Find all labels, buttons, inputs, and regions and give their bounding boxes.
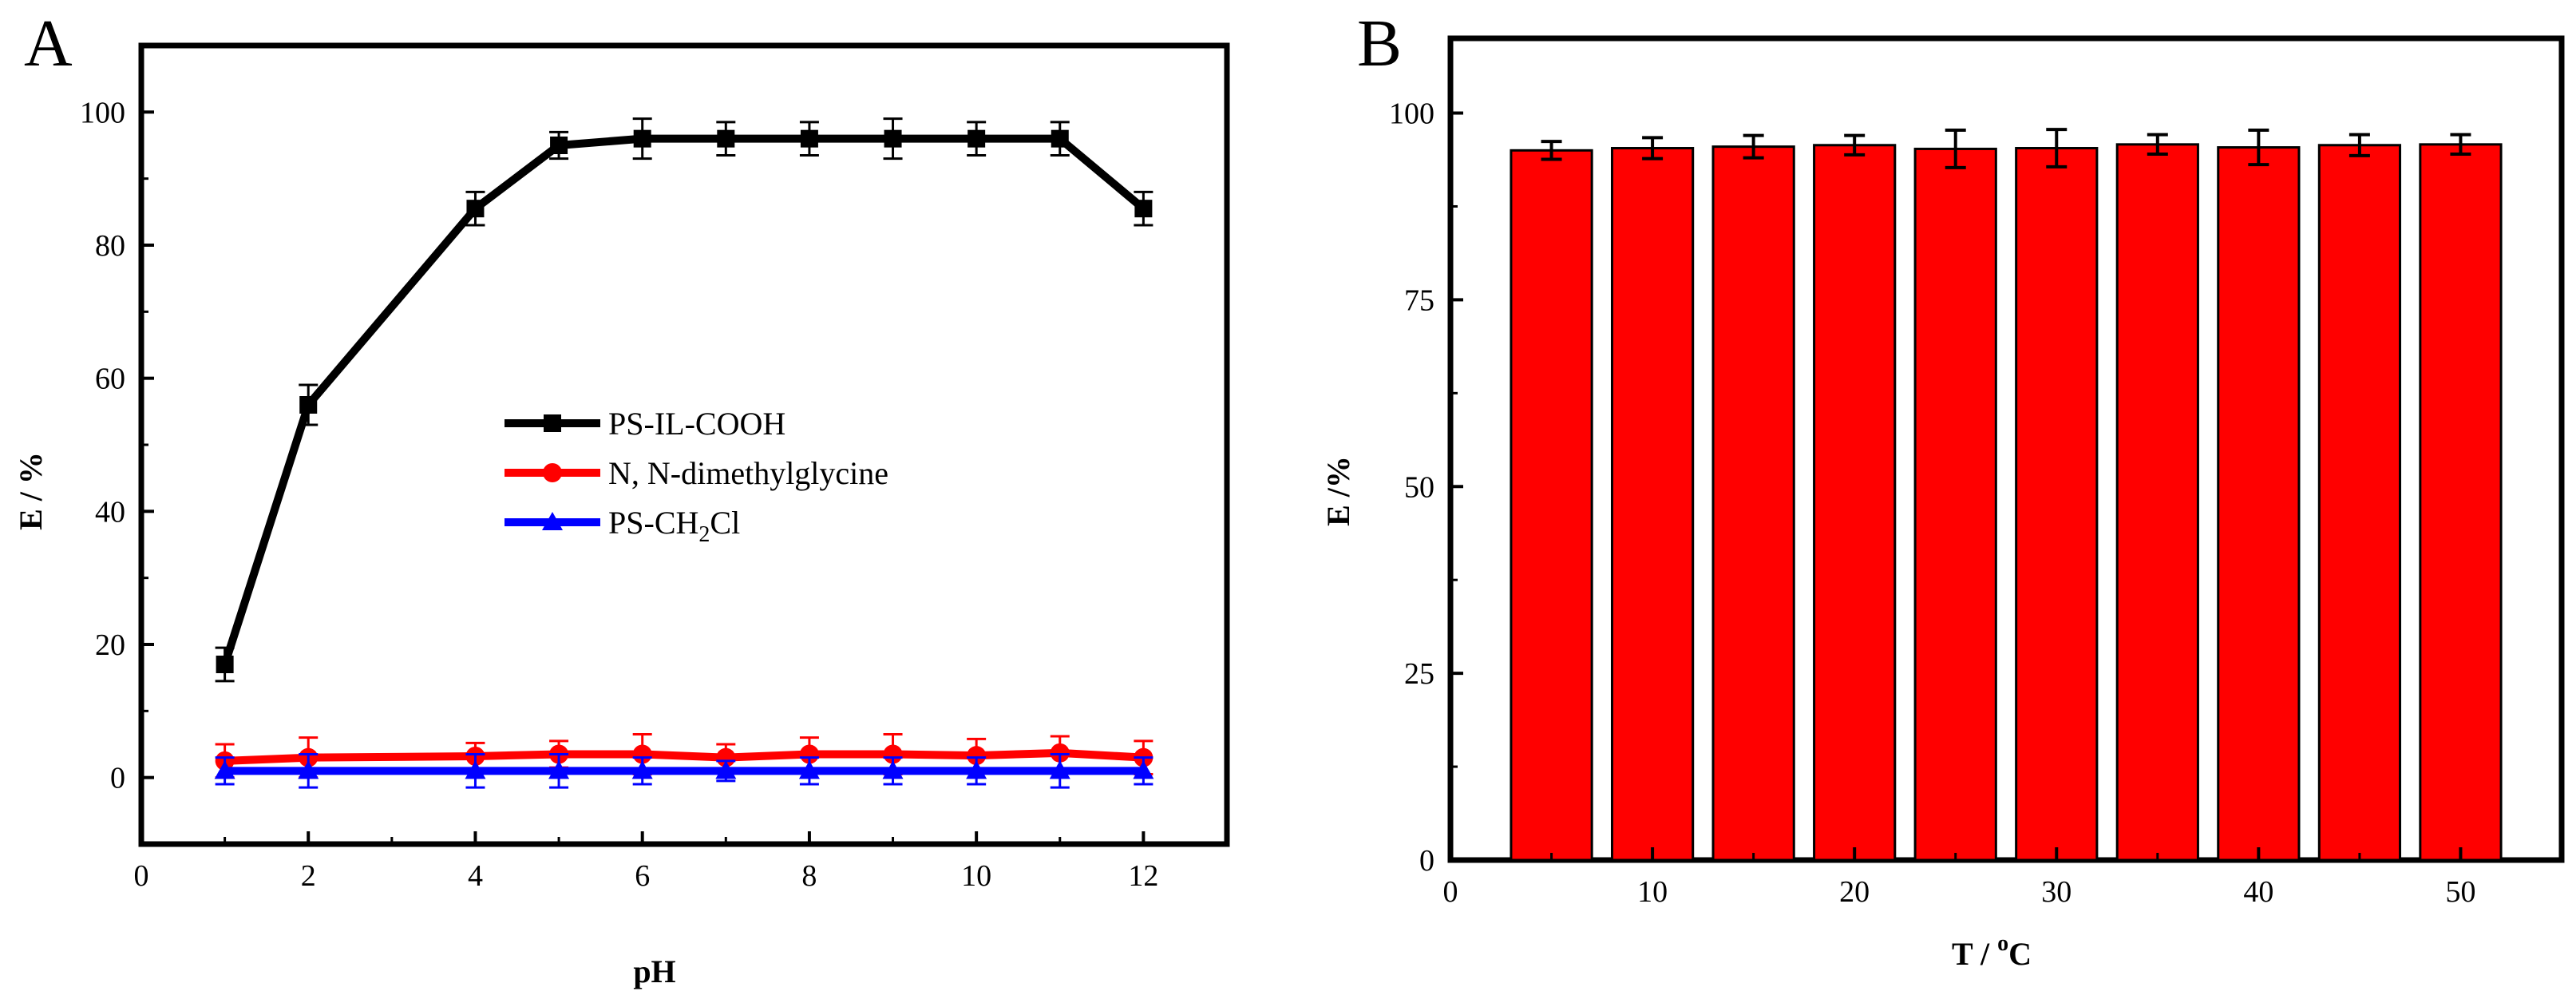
data-point-ps-il-cooh	[216, 656, 234, 673]
data-point-n-n-dimethylglycine	[716, 747, 736, 767]
data-point-ps-ch2cl	[1133, 760, 1154, 779]
data-point-ps-ch2cl	[715, 760, 737, 779]
panel-b-y-tick-label: 50	[1404, 470, 1434, 504]
data-point-ps-il-cooh	[1051, 129, 1069, 148]
panel-b-label: B	[1357, 6, 1402, 81]
legend-label-ps-ch2cl: PS-CH2Cl	[608, 505, 740, 547]
data-point-ps-il-cooh	[550, 137, 568, 154]
data-point-ps-ch2cl	[214, 760, 235, 779]
panel-a-plot-frame	[138, 42, 1230, 847]
panel-a-legend: PS-IL-COOH N, N-dimethylglycine PS-CH2Cl	[505, 406, 888, 547]
panel-a-x-tick-label: 4	[468, 859, 483, 893]
panel-b-y-tick-label: 75	[1404, 283, 1434, 317]
data-point-ps-il-cooh	[884, 129, 902, 148]
bar	[2317, 144, 2402, 862]
panel-b-ticks: 0 10 20 30 40 50 0 25 50 75 100	[1389, 97, 2475, 909]
panel-b-x-tick-label: 10	[1637, 875, 1668, 909]
data-point-ps-ch2cl	[882, 760, 904, 779]
panel-b-y-tick-label: 0	[1419, 844, 1434, 878]
data-point-ps-ch2cl	[798, 760, 820, 779]
data-point-ps-ch2cl	[548, 760, 570, 779]
data-point-ps-il-cooh	[800, 129, 818, 148]
panel-b-x-title-unit: C	[2008, 936, 2032, 972]
legend-label-part: Cl	[710, 505, 740, 541]
data-point-ps-il-cooh	[967, 129, 986, 148]
panel-a-x-tick-label: 10	[961, 859, 991, 893]
panel-a-y-axis-title: E / %	[13, 452, 49, 530]
legend-label-part: PS-IL-COOH	[608, 406, 785, 442]
panel-a-x-tick-label: 0	[134, 859, 149, 893]
panel-a-x-tick-label: 6	[635, 859, 650, 893]
legend-label-part: N, N-dimethylglycine	[608, 455, 888, 491]
legend-label-n-n-dimethylglycine: N, N-dimethylglycine	[608, 455, 888, 491]
legend-label-part: PS-CH	[608, 505, 698, 541]
panel-a-x-tick-label: 8	[801, 859, 817, 893]
panel-a-x-tick-label: 12	[1128, 859, 1158, 893]
panel-a-y-tick-label: 40	[95, 495, 125, 529]
bar	[1813, 144, 1897, 862]
panel-a-x-tick-label: 2	[301, 859, 316, 893]
panel-b-x-tick-label: 50	[2445, 875, 2475, 909]
panel-a-ticks: 0 2 4 6 8 10 12 0 20 40 60 80 100	[80, 44, 1158, 893]
panel-a-y-tick-label: 0	[110, 762, 125, 795]
data-point-n-n-dimethylglycine	[883, 744, 903, 764]
panel-b-x-title-superscript: o	[1997, 931, 2008, 956]
panel-b-x-tick-label: 30	[2041, 875, 2071, 909]
data-point-ps-il-cooh	[466, 200, 485, 218]
panel-b-x-tick-label: 40	[2243, 875, 2273, 909]
panel-a-y-tick-label: 60	[95, 363, 125, 396]
panel-a-series	[214, 117, 1154, 789]
legend-marker-ps-il-cooh	[544, 414, 561, 432]
panel-b-y-axis-title: E /%	[1320, 456, 1356, 526]
bar	[2217, 146, 2301, 862]
legend-label-subscript: 2	[698, 522, 710, 547]
data-point-ps-il-cooh	[717, 129, 735, 148]
panel-b-plot-frame	[1447, 35, 2565, 863]
legend-marker-ps-ch2cl	[542, 512, 563, 530]
bar	[1610, 147, 1695, 862]
panel-b-x-title-main: T /	[1952, 936, 1997, 972]
panel-a-y-tick-label: 80	[95, 229, 125, 263]
panel-b: B 0 10 20 30 40 50 0 25 50 75 100 T / oC E /%	[1320, 6, 2565, 972]
data-point-ps-ch2cl	[966, 760, 987, 779]
data-point-ps-ch2cl	[298, 760, 319, 779]
panel-b-x-tick-label: 20	[1839, 875, 1870, 909]
panel-a-y-tick-label: 100	[80, 96, 125, 129]
panel-a-x-axis-title: pH	[633, 953, 675, 989]
data-point-ps-il-cooh	[633, 129, 651, 148]
data-point-ps-ch2cl	[465, 760, 486, 779]
legend-label-ps-il-cooh: PS-IL-COOH	[608, 406, 785, 442]
panel-a: A 0 2 4 6 8 10 12 0 20 40 60 80 100 PS-IL-COOH N, N-d…	[13, 6, 1230, 989]
data-point-n-n-dimethylglycine	[967, 746, 987, 766]
data-point-ps-il-cooh	[299, 396, 318, 414]
bar	[2419, 143, 2503, 862]
bar	[1711, 145, 1795, 862]
panel-b-x-axis-title: T / oC	[1952, 931, 2032, 972]
panel-a-y-tick-label: 20	[95, 628, 125, 662]
data-point-ps-ch2cl	[631, 760, 653, 779]
bar	[2015, 147, 2099, 862]
bar	[1913, 147, 1997, 862]
series-line-n-n-dimethylglycine	[224, 748, 1144, 765]
panel-b-y-tick-label: 25	[1404, 657, 1434, 691]
data-point-n-n-dimethylglycine	[1050, 743, 1070, 763]
panel-b-bars	[1510, 128, 2503, 862]
panel-b-x-tick-label: 0	[1443, 875, 1458, 909]
data-point-n-n-dimethylglycine	[632, 744, 652, 764]
data-point-ps-ch2cl	[1049, 760, 1070, 779]
data-point-n-n-dimethylglycine	[799, 744, 819, 764]
data-point-ps-il-cooh	[1134, 200, 1153, 218]
panel-a-label: A	[24, 6, 73, 81]
legend-marker-n-n-dimethylglycine	[543, 463, 562, 482]
bar	[2115, 143, 2199, 862]
panel-b-y-tick-label: 100	[1389, 97, 1434, 131]
series-line-ps-il-cooh	[220, 134, 1146, 666]
bar	[1510, 149, 1593, 862]
